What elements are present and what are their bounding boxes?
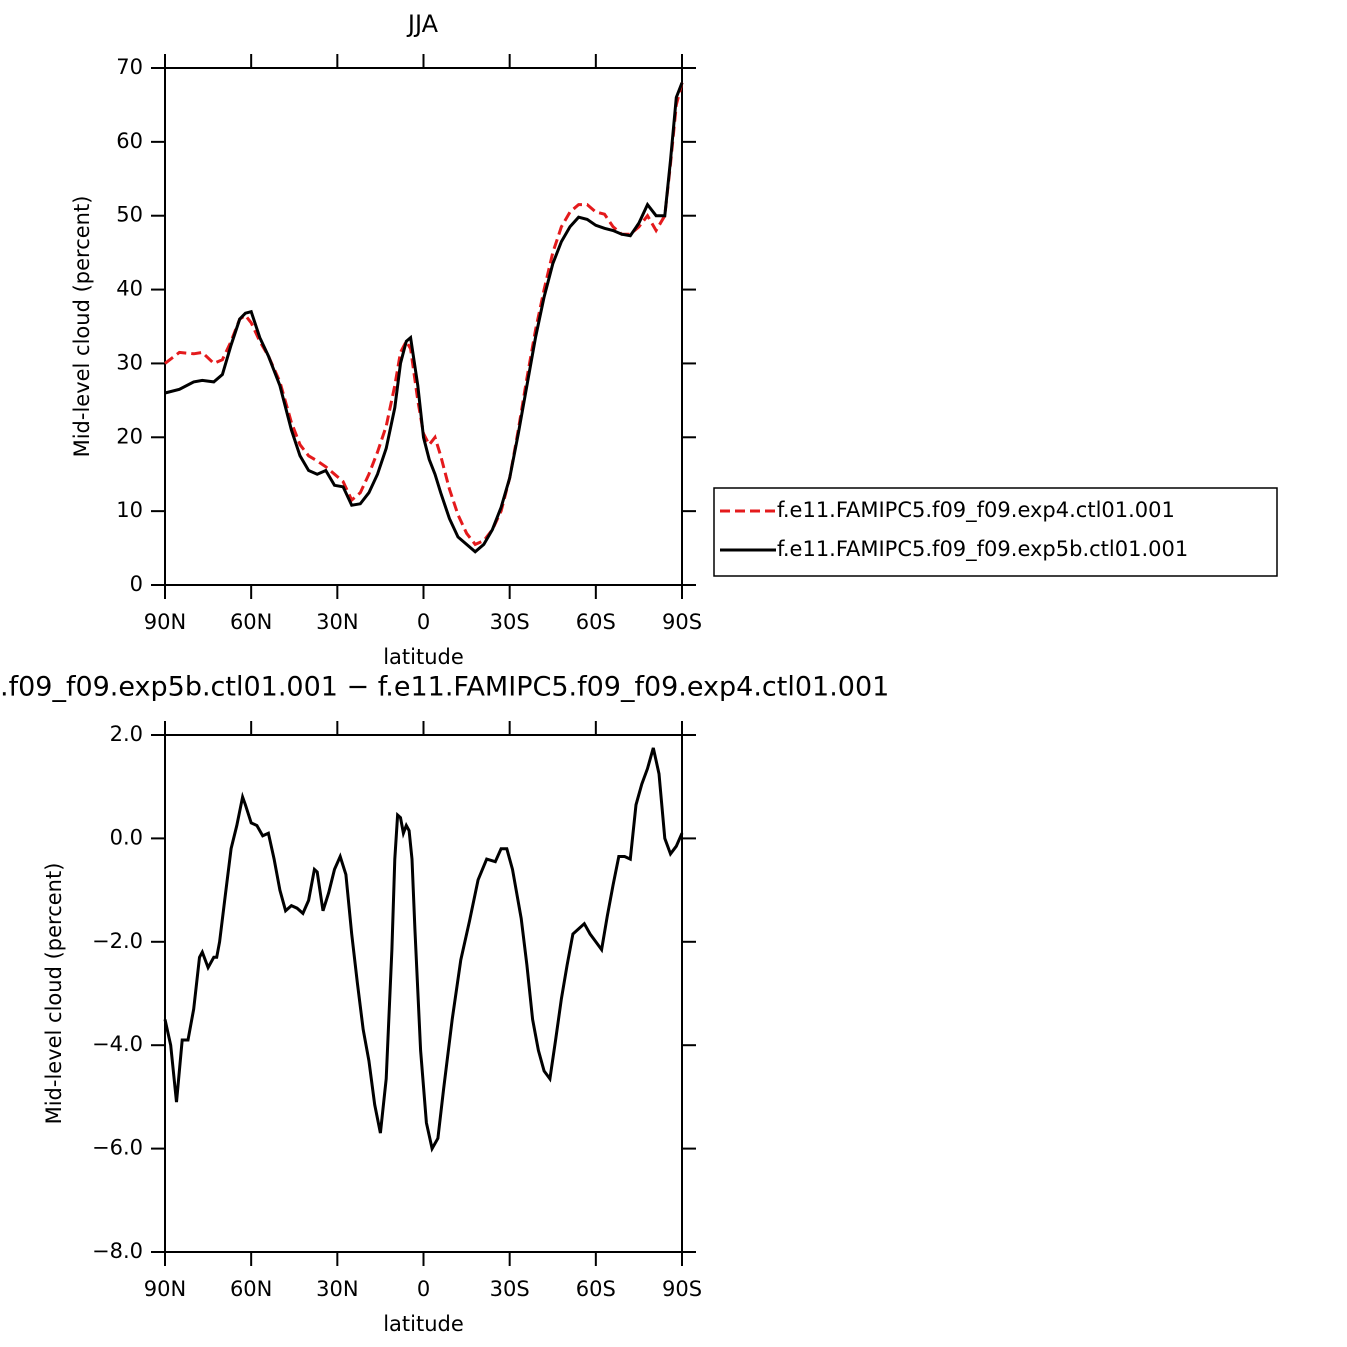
- x-tick-label: 60S: [576, 610, 616, 634]
- legend-box: [713, 487, 1278, 577]
- x-tick-label: 0: [417, 610, 430, 634]
- y-tick-label: −6.0: [92, 1136, 143, 1160]
- line-series: [164, 82, 684, 547]
- y-tick-label: 10: [116, 498, 143, 522]
- y-tick-label: 70: [116, 55, 143, 79]
- line-series: [163, 747, 684, 1153]
- x-tick-label: 0: [417, 1277, 430, 1301]
- x-tick-label: 60N: [230, 1277, 272, 1301]
- y-tick-label: 50: [116, 203, 143, 227]
- x-tick-label: 90N: [144, 1277, 186, 1301]
- x-tick-label: 60N: [230, 610, 272, 634]
- chart-title: JJA: [406, 10, 439, 38]
- plot-frame: [164, 67, 683, 586]
- x-tick-label: 90N: [144, 610, 186, 634]
- x-tick-label: 30N: [316, 610, 358, 634]
- legend-label: f.e11.FAMIPC5.f09_f09.exp4.ctl01.001: [777, 498, 1175, 523]
- legend-label: f.e11.FAMIPC5.f09_f09.exp5b.ctl01.001: [777, 537, 1188, 562]
- y-tick-label: 0: [130, 572, 143, 596]
- y-tick-label: 20: [116, 424, 143, 448]
- x-tick-label: 60S: [576, 1277, 616, 1301]
- y-tick-label: −2.0: [92, 929, 143, 953]
- y-tick-label: 0.0: [110, 825, 143, 849]
- x-tick-label: 90S: [662, 610, 702, 634]
- x-tick-label: 30N: [316, 1277, 358, 1301]
- x-axis-label: latitude: [383, 645, 464, 669]
- line-series: [164, 82, 684, 554]
- x-axis-label: latitude: [383, 1312, 464, 1336]
- plot-frame: [164, 734, 683, 1253]
- y-tick-label: 40: [116, 277, 143, 301]
- y-axis-label: Mid-level cloud (percent): [70, 196, 94, 458]
- x-tick-label: 90S: [662, 1277, 702, 1301]
- y-tick-label: −8.0: [92, 1239, 143, 1263]
- x-tick-label: 30S: [490, 610, 530, 634]
- x-tick-label: 30S: [490, 1277, 530, 1301]
- y-axis-label: Mid-level cloud (percent): [42, 863, 66, 1125]
- y-tick-label: 2.0: [110, 722, 143, 746]
- y-tick-label: −4.0: [92, 1032, 143, 1056]
- y-tick-label: 30: [116, 350, 143, 374]
- chart-title: .f09_f09.exp5b.ctl01.001 − f.e11.FAMIPC5…: [0, 672, 889, 703]
- y-tick-label: 60: [116, 129, 143, 153]
